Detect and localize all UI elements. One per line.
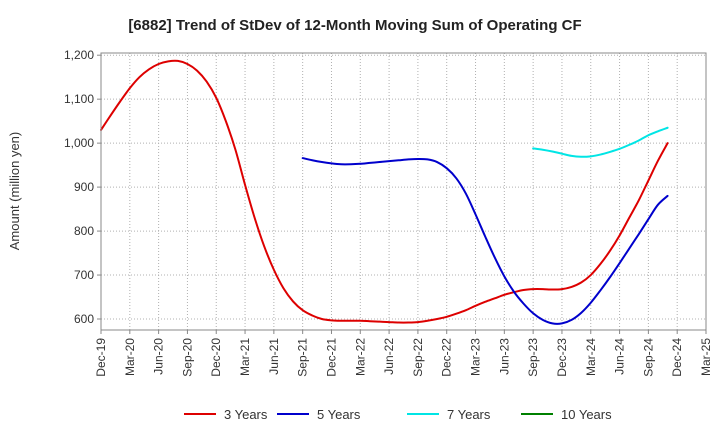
x-tick-label: Jun-24 <box>613 338 627 375</box>
y-tick-label: 900 <box>74 180 94 194</box>
x-tick-label: Jun-21 <box>267 338 281 375</box>
x-tick-label: Sep-24 <box>641 338 655 377</box>
y-tick-label: 700 <box>74 268 94 282</box>
grid <box>100 53 707 330</box>
chart-title: [6882] Trend of StDev of 12-Month Moving… <box>128 17 581 34</box>
x-tick-label: Mar-21 <box>238 338 252 376</box>
plot-frame <box>100 52 707 331</box>
legend-label: 5 Years <box>317 407 361 422</box>
x-ticks: Dec-19 Mar-20 Jun-20 Sep-20 Dec-20 Mar-21 Jun-… <box>94 330 713 377</box>
series-line-3-years <box>100 59 669 324</box>
y-ticks: 600 700 800 900 1,000 1,100 1,200 <box>64 48 101 326</box>
x-tick-label: Mar-20 <box>123 338 137 376</box>
legend-label: 3 Years <box>224 407 268 422</box>
x-tick-label: Dec-22 <box>440 338 454 377</box>
y-axis-label: Amount (million yen) <box>7 132 22 251</box>
x-tick-label: Mar-22 <box>353 338 367 376</box>
legend-label: 7 Years <box>447 407 491 422</box>
y-tick-label: 1,100 <box>64 92 94 106</box>
y-tick-label: 800 <box>74 224 94 238</box>
x-tick-label: Dec-20 <box>209 338 223 377</box>
legend-label: 10 Years <box>561 407 612 422</box>
x-tick-label: Dec-23 <box>555 338 569 377</box>
x-tick-label: Mar-24 <box>584 338 598 376</box>
series-line-5-years <box>301 157 669 325</box>
series-line-7-years <box>532 126 669 158</box>
x-tick-label: Dec-24 <box>670 338 684 377</box>
x-tick-label: Sep-21 <box>296 338 310 377</box>
x-tick-label: Jun-22 <box>382 338 396 375</box>
x-tick-label: Dec-19 <box>94 338 108 377</box>
x-tick-label: Mar-23 <box>469 338 483 376</box>
x-tick-label: Jun-23 <box>497 338 511 375</box>
x-tick-label: Sep-22 <box>411 338 425 377</box>
x-tick-label: Dec-21 <box>324 338 338 377</box>
x-tick-label: Sep-20 <box>180 338 194 377</box>
series-layer <box>100 59 669 325</box>
x-tick-label: Mar-25 <box>699 338 713 376</box>
y-tick-label: 1,200 <box>64 48 94 62</box>
x-tick-label: Jun-20 <box>152 338 166 375</box>
y-tick-label: 600 <box>74 312 94 326</box>
legend: 3 Years 5 Years 7 Years 10 Years <box>184 407 612 422</box>
y-tick-label: 1,000 <box>64 136 94 150</box>
x-tick-label: Sep-23 <box>526 338 540 377</box>
